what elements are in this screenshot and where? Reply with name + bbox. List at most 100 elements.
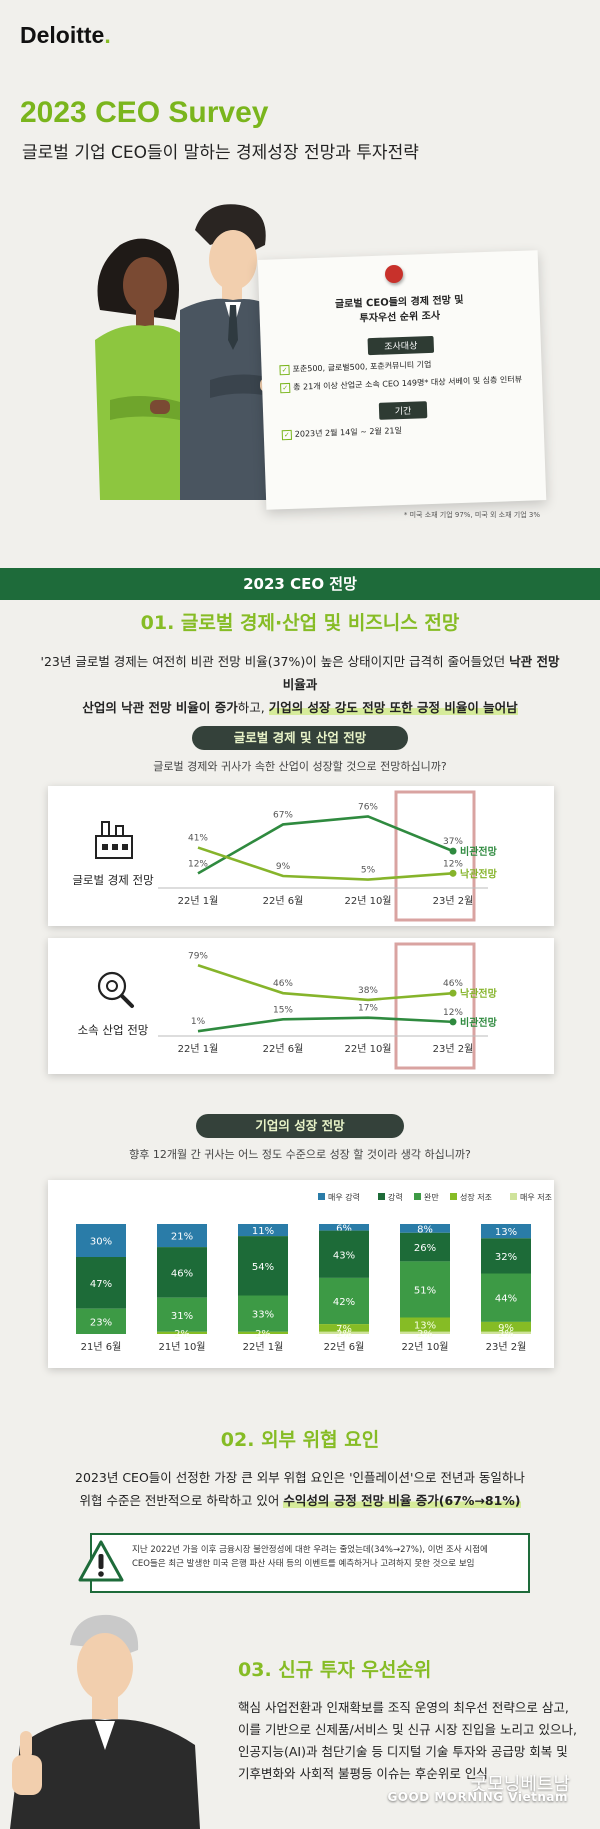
x-tick-label: 22년 10월 <box>344 895 391 907</box>
section3-title: 03. 신규 투자 우선순위 <box>238 1659 432 1681</box>
watermark: GOOD MORNING Vietnam <box>387 1790 568 1804</box>
series-end-label: 낙관전망 <box>460 867 498 880</box>
page-subtitle: 글로벌 기업 CEO들이 말하는 경제성장 전망과 투자전략 <box>22 143 419 163</box>
data-label: 17% <box>358 1004 378 1014</box>
subhead-growth: 기업의 성장 전망 <box>196 1114 404 1138</box>
legend-swatch <box>318 1193 325 1200</box>
series-end-label: 비관전망 <box>460 845 498 858</box>
bar-segment <box>400 1232 450 1262</box>
subhead-economy-industry: 글로벌 경제 및 산업 전망 <box>192 726 408 750</box>
bar-segment <box>481 1321 531 1332</box>
bar-segment <box>157 1331 207 1334</box>
data-label: 9% <box>276 862 291 872</box>
chart-growth-svg: 매우 강력 강력 완만 성장 저조 매우 저조 30% 47% 23% 21년 6월 21% 46%… <box>76 1192 552 1353</box>
series-end-label: 낙관전망 <box>460 987 498 1000</box>
bar-label: 43% <box>333 1250 355 1261</box>
bar-segment <box>319 1324 369 1332</box>
data-label: 12% <box>443 1008 463 1018</box>
bar-segment <box>481 1331 531 1334</box>
x-tick-label: 22년 1월 <box>243 1341 284 1353</box>
data-label: 5% <box>361 866 376 876</box>
bar-label: 51% <box>414 1285 436 1296</box>
bar-label: 6% <box>336 1223 352 1234</box>
magnifier-icon <box>97 971 134 1008</box>
series-line <box>197 846 454 881</box>
bar-segment <box>238 1331 288 1334</box>
chart-industry-svg: 22년 1월 22년 6월 22년 10월 23년 2월79%46%38%46%낙관전… <box>78 942 498 1070</box>
check-icon: ✓ <box>279 364 290 376</box>
x-tick-label: 22년 6월 <box>324 1341 365 1353</box>
bar-segment <box>157 1247 207 1298</box>
highlight-box <box>394 942 476 1070</box>
bar-label: 2% <box>336 1329 352 1340</box>
bar-label: 44% <box>495 1294 517 1305</box>
bar-label: 2% <box>498 1329 514 1340</box>
x-tick-label: 22년 1월 <box>178 895 219 907</box>
bar-segment <box>400 1261 450 1318</box>
warning-text: 지난 2022년 가을 이후 금융시장 불안정성에 대한 우려는 줄었는데(34… <box>132 1545 488 1569</box>
bar-label: 42% <box>333 1297 355 1308</box>
data-label: 15% <box>273 1005 293 1015</box>
chart-global-economy-svg: 22년 1월 22년 6월 22년 10월 23년 2월 12% 67% 76% 37%비관전… <box>72 790 498 922</box>
legend-swatch <box>414 1193 421 1200</box>
warning-box <box>90 1533 530 1593</box>
data-label: 38% <box>358 986 378 996</box>
legend-swatch <box>510 1193 517 1200</box>
section3-paragraph: 핵심 사업전환과 인재확보를 조직 운영의 최우선 전략으로 삼고, 이를 기반… <box>238 1700 577 1781</box>
bar-label: 33% <box>252 1310 274 1321</box>
data-point <box>449 869 457 877</box>
section-banner: 2023 CEO 전망 <box>0 568 600 600</box>
legend-label: 매우 저조 <box>520 1193 552 1202</box>
card-title: 글로벌 CEO들의 경제 전망 및 투자우선 순위 조사 <box>334 294 464 325</box>
series-line <box>197 815 454 875</box>
survey-info-card: 글로벌 CEO들의 경제 전망 및 투자우선 순위 조사 조사대상 ✓ 포춘500… <box>257 250 547 510</box>
section2-title: 02. 외부 위협 요인 <box>220 1429 380 1451</box>
legend-swatch <box>450 1193 457 1200</box>
question-growth: 향후 12개월 간 귀사는 어느 정도 수준으로 성장 할 것이라 생각 하십니… <box>129 1148 471 1161</box>
bar-segment <box>157 1297 207 1332</box>
series-line <box>197 964 454 1002</box>
bar-segment <box>400 1224 450 1233</box>
bar-segment <box>400 1331 450 1334</box>
data-label: 76% <box>358 802 378 812</box>
business-people-illustration <box>95 204 285 500</box>
bar-segment <box>76 1224 126 1257</box>
series-line <box>197 1016 454 1033</box>
bar-label: 31% <box>171 1311 193 1322</box>
bar-segment <box>238 1236 288 1296</box>
bar-segment <box>481 1273 531 1322</box>
data-label: 12% <box>188 859 208 869</box>
target-label: 조사대상 <box>367 335 434 356</box>
section2-paragraph: 2023년 CEO들이 선정한 가장 큰 외부 위협 요인은 '인플레이션'으로… <box>75 1470 525 1508</box>
x-tick-label: 23년 2월 <box>433 1043 474 1055</box>
bar-label: 47% <box>90 1279 112 1290</box>
bar-segment <box>76 1257 126 1309</box>
bar-segment <box>238 1224 288 1237</box>
ceo-thumbs-up-illustration <box>10 1614 200 1829</box>
data-label: 41% <box>188 834 208 844</box>
period-item: ✓ 2023년 2월 14일 ~ 2월 21일 <box>281 421 530 442</box>
bar-label: 7% <box>336 1324 352 1335</box>
highlight-box <box>394 790 476 922</box>
data-point <box>449 1018 457 1026</box>
bar-label: 8% <box>417 1224 433 1235</box>
legend-label: 강력 <box>388 1192 403 1202</box>
legend-label: 매우 강력 <box>328 1192 360 1202</box>
chart-growth <box>48 1180 554 1368</box>
check-icon: ✓ <box>281 429 293 441</box>
chart-row-label: 소속 산업 전망 <box>78 1023 149 1037</box>
period-label: 기간 <box>378 401 428 420</box>
x-tick-label: 21년 10월 <box>158 1341 205 1353</box>
legend-label: 완만 <box>424 1193 439 1202</box>
data-point <box>449 847 457 855</box>
x-tick-label: 21년 6월 <box>81 1341 122 1353</box>
legend-label: 성장 저조 <box>460 1192 492 1202</box>
footnote: * 미국 소재 기업 97%, 미국 외 소재 기업 3% <box>403 511 540 519</box>
series-end-label: 비관전망 <box>460 1016 498 1029</box>
data-point <box>449 989 457 997</box>
bar-label: 2% <box>417 1329 433 1340</box>
x-tick-label: 22년 10월 <box>344 1043 391 1055</box>
bar-label: 2% <box>174 1329 190 1340</box>
pushpin-icon <box>385 265 403 283</box>
x-tick-label: 22년 10월 <box>401 1341 448 1353</box>
